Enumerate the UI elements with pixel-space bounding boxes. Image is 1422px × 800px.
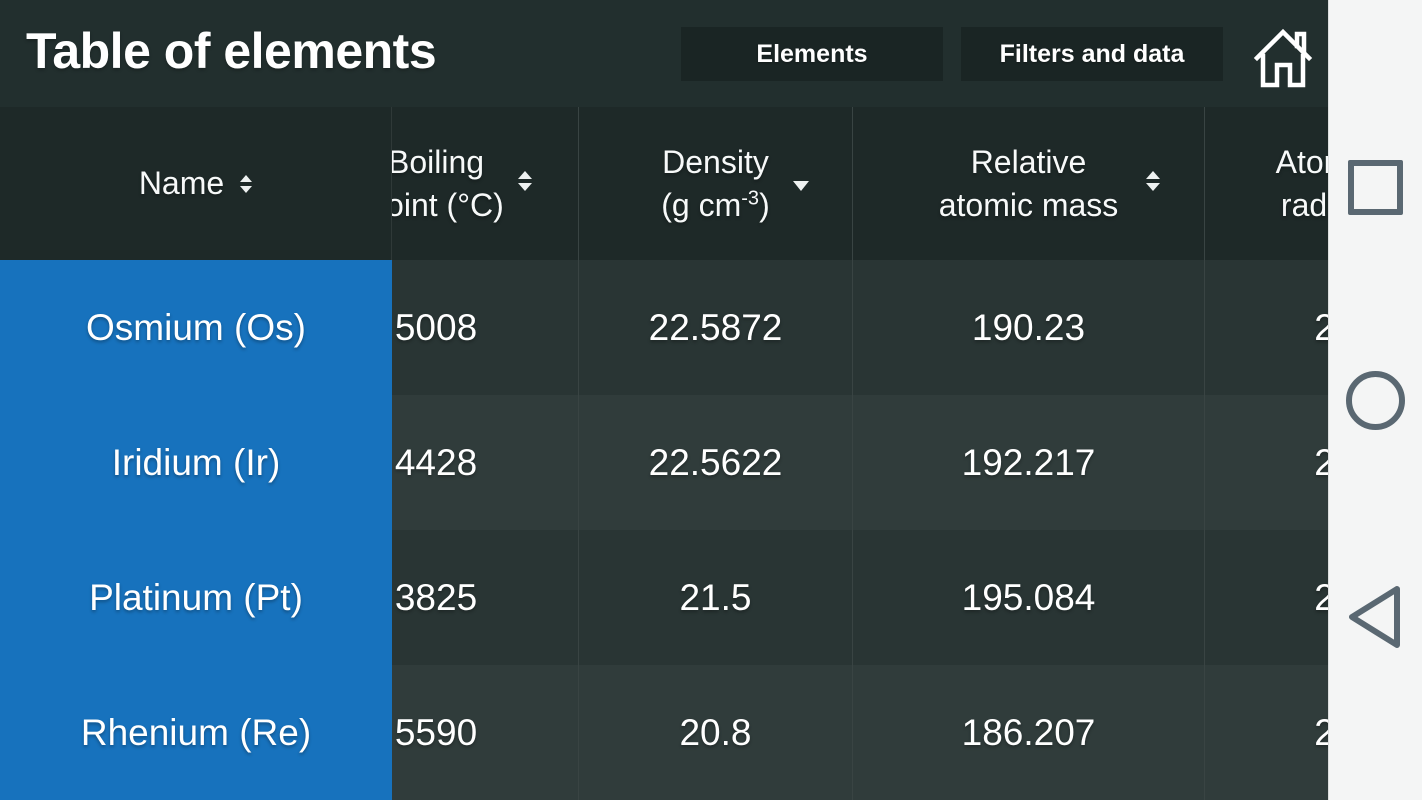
density-cell[interactable]: 20.8 [579, 665, 852, 800]
header-label: Density [662, 143, 769, 180]
android-nav-bar [1328, 0, 1422, 800]
atomic-radius-cell[interactable]: 2 [1205, 665, 1328, 800]
density-cell[interactable]: 22.5872 [579, 260, 852, 395]
table-viewport[interactable]: Boiling point (°C) 5008 4428 3825 5590 D… [0, 107, 1328, 800]
sort-descending-icon-density [793, 181, 809, 191]
sort-icon-name [240, 174, 253, 193]
column-atomic-radius: Atomic radius 2 2 2 2 [1204, 107, 1328, 800]
elements-button[interactable]: Elements [681, 27, 943, 81]
filters-and-data-button[interactable]: Filters and data [961, 27, 1223, 81]
home-icon [1253, 28, 1313, 88]
atomic-radius-cell[interactable]: 2 [1205, 395, 1328, 530]
home-button[interactable] [1252, 23, 1314, 89]
density-cell[interactable]: 22.5622 [579, 395, 852, 530]
page-title: Table of elements [26, 22, 437, 79]
column-name-frozen: Name Osmium (Os) Iridium (Ir) Platinum (… [0, 107, 392, 800]
sort-icon-boiling-point [518, 171, 532, 191]
recents-square-icon[interactable] [1348, 160, 1403, 215]
header-label: Atomic [1275, 143, 1328, 180]
column-header-density[interactable]: Density (g cm-3) [579, 107, 852, 260]
element-name-cell[interactable]: Platinum (Pt) [0, 530, 392, 665]
column-density: Density (g cm-3) 22.5872 22.5622 21.5 20… [578, 107, 852, 800]
relative-atomic-mass-cell[interactable]: 195.084 [853, 530, 1204, 665]
back-triangle-icon[interactable] [1344, 583, 1406, 651]
atomic-radius-cell[interactable]: 2 [1205, 260, 1328, 395]
relative-atomic-mass-cell[interactable]: 190.23 [853, 260, 1204, 395]
column-header-name[interactable]: Name [0, 107, 392, 260]
header-label: Relative [970, 143, 1087, 180]
relative-atomic-mass-cell[interactable]: 192.217 [853, 395, 1204, 530]
header-label: Boiling [387, 143, 485, 180]
app-bar: Table of elements Elements Filters and d… [0, 0, 1328, 107]
density-cell[interactable]: 21.5 [579, 530, 852, 665]
column-header-atomic-radius[interactable]: Atomic radius [1205, 107, 1328, 260]
atomic-radius-cell[interactable]: 2 [1205, 530, 1328, 665]
header-label: atomic mass [938, 186, 1119, 223]
element-name-cell[interactable]: Osmium (Os) [0, 260, 392, 395]
header-label: (g cm-3) [661, 186, 770, 223]
relative-atomic-mass-cell[interactable]: 186.207 [853, 665, 1204, 800]
element-name-cell[interactable]: Iridium (Ir) [0, 395, 392, 530]
column-header-relative-atomic-mass[interactable]: Relative atomic mass [853, 107, 1204, 260]
home-circle-icon[interactable] [1346, 371, 1405, 430]
header-label: radius [1280, 186, 1328, 223]
element-name-cell[interactable]: Rhenium (Re) [0, 665, 392, 800]
header-label: Name [138, 165, 225, 201]
sort-icon-relative-atomic-mass [1146, 171, 1160, 191]
column-relative-atomic-mass: Relative atomic mass 190.23 192.217 195.… [852, 107, 1204, 800]
